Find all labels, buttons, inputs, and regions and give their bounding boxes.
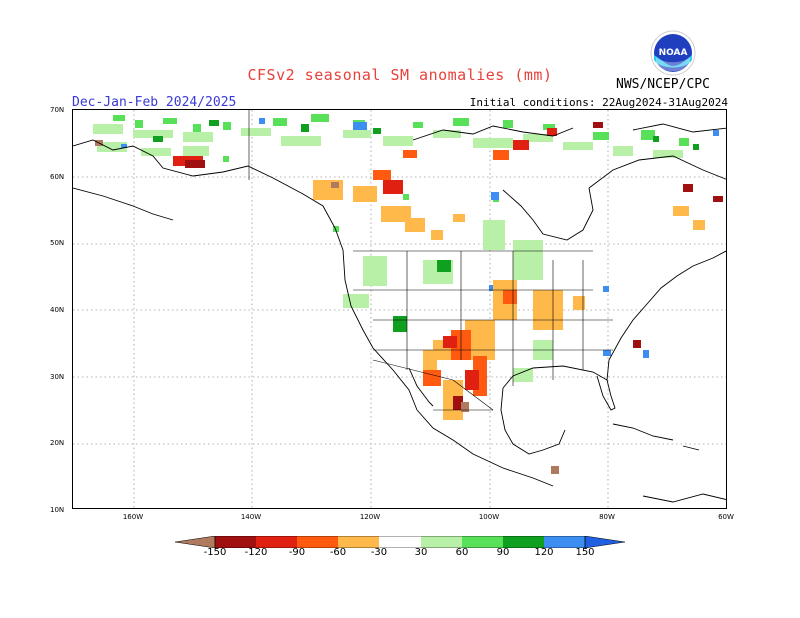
color-legend [175, 536, 625, 548]
legend-swatch-1 [215, 536, 256, 548]
lon-label-120w: 120W [359, 513, 381, 521]
legend-label-90: 90 [496, 547, 510, 558]
lat-label-50: 50N [50, 239, 65, 247]
legend-swatch-8 [503, 536, 544, 548]
legend-swatch-6 [421, 536, 462, 548]
lat-label-60: 60N [50, 173, 65, 181]
map-canvas [73, 110, 726, 508]
legend-label-minus90: -90 [288, 547, 306, 558]
legend-swatch-4 [338, 536, 379, 548]
agency-label: NWS/NCEP/CPC [616, 77, 710, 92]
noaa-logo-text: NOAA [659, 48, 688, 58]
lon-label-160w: 160W [122, 513, 144, 521]
lon-label-100w: 100W [478, 513, 500, 521]
lon-label-140w: 140W [240, 513, 262, 521]
anomaly-cells [93, 114, 723, 474]
legend-swatch-2 [256, 536, 297, 548]
legend-label-30: 30 [414, 547, 428, 558]
initial-conditions-label: Initial conditions: 22Aug2024-31Aug2024 [469, 96, 728, 109]
anomaly-map [72, 109, 727, 509]
legend-label-60: 60 [455, 547, 469, 558]
lat-label-30: 30N [50, 373, 65, 381]
legend-label-minus30: -30 [370, 547, 388, 558]
lon-label-80w: 80W [599, 513, 615, 521]
lat-label-70: 70N [50, 106, 65, 114]
season-label: Dec-Jan-Feb 2024/2025 [72, 95, 237, 110]
lon-label-60w: 60W [718, 513, 734, 521]
lat-label-10: 10N [50, 506, 65, 514]
legend-label-minus150: -150 [203, 547, 227, 558]
noaa-logo-icon: NOAA [650, 30, 696, 76]
legend-swatch-9 [544, 536, 585, 548]
political-borders [248, 110, 613, 411]
legend-label-minus120: -120 [244, 547, 268, 558]
legend-swatch-7 [462, 536, 503, 548]
legend-label-120: 120 [534, 547, 554, 558]
legend-swatch-3 [297, 536, 338, 548]
lat-label-40: 40N [50, 306, 65, 314]
legend-label-150: 150 [575, 547, 595, 558]
lat-label-20: 20N [50, 439, 65, 447]
coastlines [73, 123, 726, 503]
graticule [73, 110, 726, 508]
legend-swatch-5 [379, 536, 421, 548]
legend-label-minus60: -60 [329, 547, 347, 558]
map-title: CFSv2 seasonal SM anomalies (mm) [247, 66, 553, 84]
